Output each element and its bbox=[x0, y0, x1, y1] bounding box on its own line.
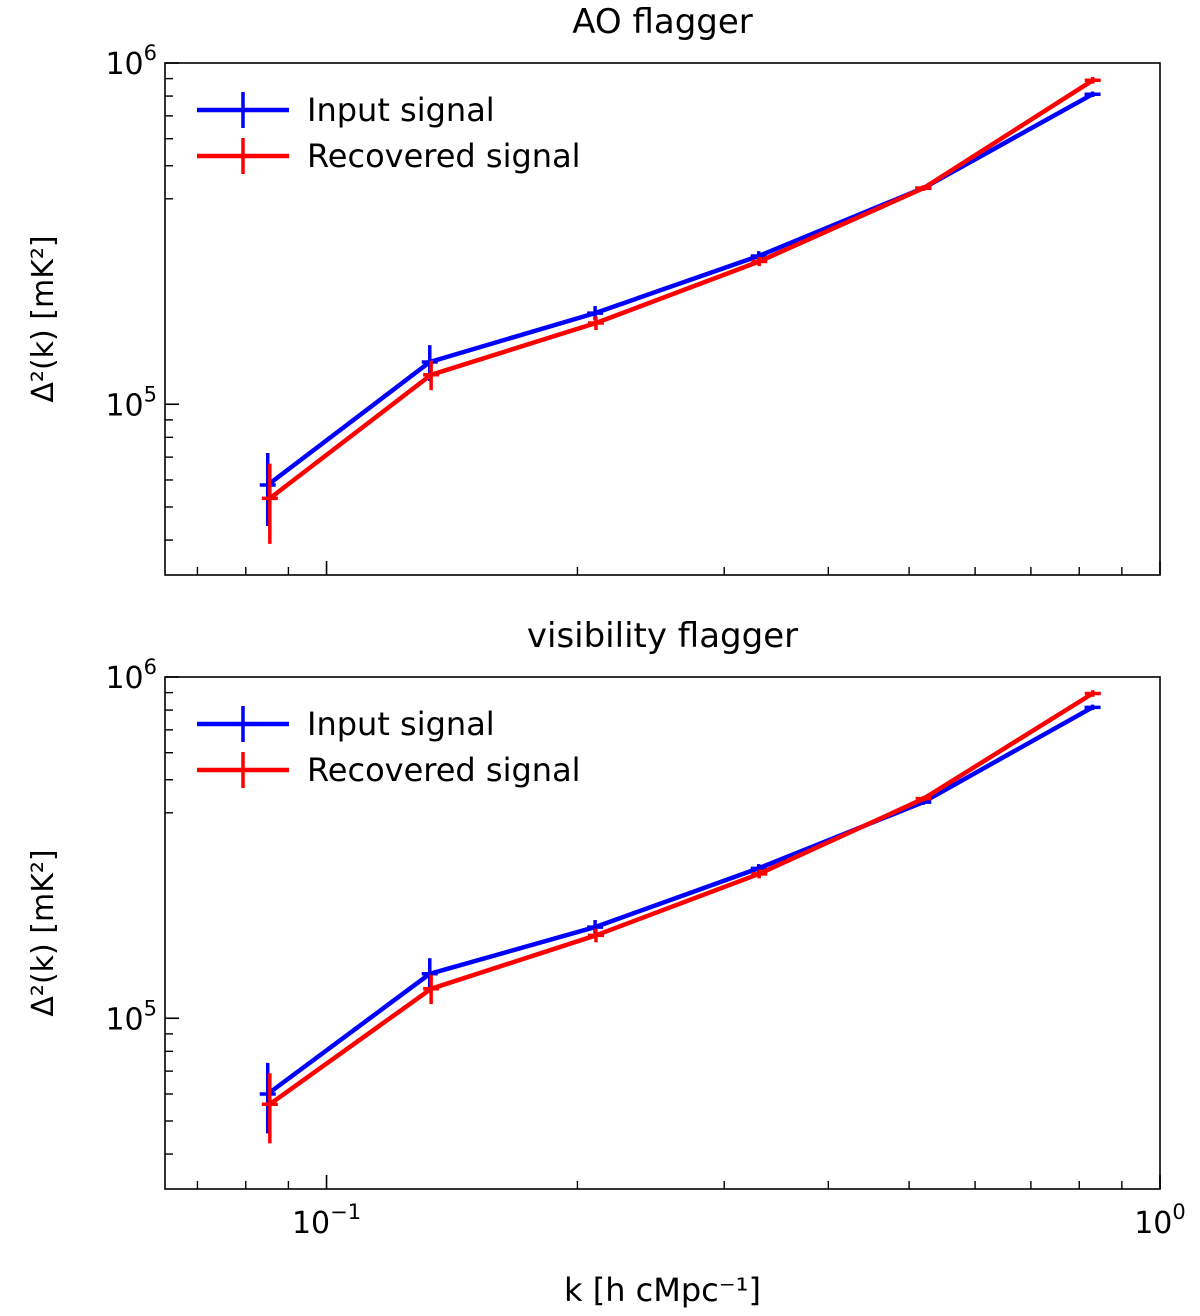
series-line bbox=[266, 705, 1094, 1096]
legend-label: Recovered signal bbox=[307, 751, 581, 789]
plot-frame bbox=[164, 676, 1161, 1190]
legend-label: Input signal bbox=[307, 705, 495, 743]
y-tick-label: 106 bbox=[105, 41, 157, 82]
x-tick-label: 100 bbox=[1134, 1200, 1186, 1241]
x-axis-label: k [h cMpc⁻¹] bbox=[564, 1271, 761, 1309]
chart-title: visibility flagger bbox=[527, 616, 798, 656]
y-tick-label: 105 bbox=[105, 996, 157, 1037]
panel-ao-flagger: AO flagger 105 106 Δ²(k) [mK²] Input signal R… bbox=[26, 2, 1161, 576]
x-tick-label: 10−1 bbox=[292, 1200, 361, 1241]
series-line bbox=[268, 78, 1095, 501]
y-axis-label: Δ²(k) [mK²] bbox=[26, 849, 61, 1016]
legend-label: Input signal bbox=[307, 91, 495, 129]
chart-title: AO flagger bbox=[572, 2, 753, 42]
y-tick-label: 105 bbox=[105, 382, 157, 423]
plot-frame bbox=[164, 62, 1161, 576]
series-line bbox=[268, 691, 1094, 1107]
y-tick-label: 106 bbox=[105, 655, 157, 696]
y-axis-label: Δ²(k) [mK²] bbox=[26, 235, 61, 402]
panel-visibility-flagger: visibility flagger 105 106 10−1 100 Δ²(k) [mK… bbox=[26, 616, 1186, 1309]
legend-label: Recovered signal bbox=[307, 137, 581, 175]
